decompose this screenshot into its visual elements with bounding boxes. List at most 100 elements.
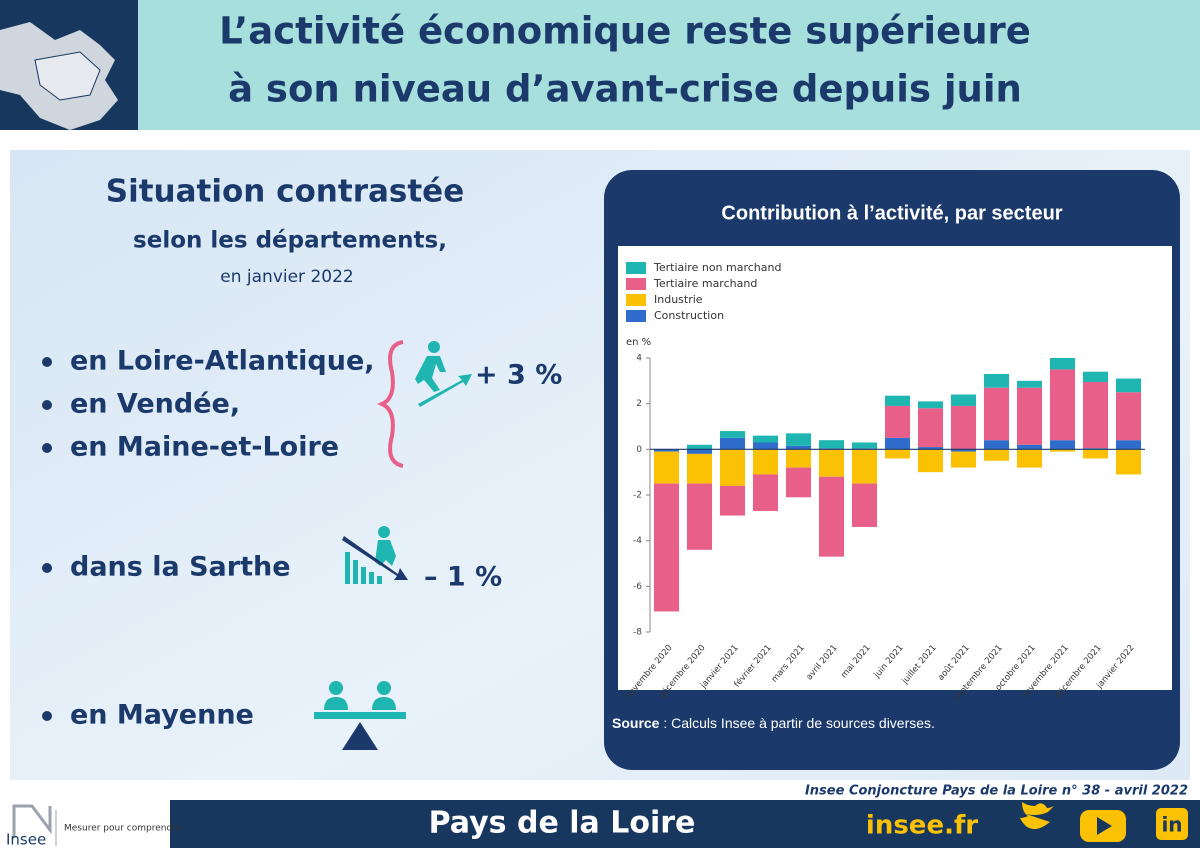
bar-segment (917, 401, 944, 409)
bar-segment (686, 444, 713, 450)
legend-label: Construction (654, 309, 724, 322)
chart-title: Contribution à l’activité, par secteur (721, 202, 1062, 224)
bullet (42, 563, 52, 573)
bar-segment (950, 449, 977, 452)
bar-segment (719, 449, 746, 486)
bar-segment (818, 476, 845, 557)
logo-mark (12, 804, 52, 838)
bar-segment (983, 449, 1010, 461)
bullet (42, 357, 52, 367)
department: en Mayenne (70, 700, 254, 731)
bar-segment (917, 449, 944, 473)
legend-label: Tertiaire marchand (653, 277, 757, 290)
bar-segment (1049, 449, 1076, 452)
bar-segment (752, 474, 779, 511)
youtube-play (1097, 817, 1112, 835)
bar-segment (719, 431, 746, 438)
bar-segment (785, 449, 812, 468)
bar-segment (1016, 380, 1043, 388)
heading: Situation contrastée (106, 174, 464, 210)
y-axis-label: en % (626, 337, 651, 348)
bullet (42, 400, 52, 410)
bar-segment (884, 449, 911, 459)
source-label: Source (612, 715, 660, 731)
bar-segment (653, 451, 680, 484)
y-tick-label: -4 (633, 536, 642, 546)
y-tick-label: -2 (633, 491, 642, 501)
bar-segment (752, 435, 779, 443)
bar-segment (752, 449, 779, 475)
bullet (42, 711, 52, 721)
down-icon (342, 526, 408, 584)
bar-segment (851, 483, 878, 527)
bar-segment (785, 445, 812, 450)
bar-segment (851, 442, 878, 449)
map-department (34, 51, 101, 101)
up-icon (415, 341, 472, 407)
linkedin-icon[interactable] (1156, 808, 1188, 840)
bar-segment (1115, 440, 1142, 450)
y-tick-label: 4 (636, 354, 642, 364)
bar-segment (653, 449, 680, 452)
source-text: : Calculs Insee à partir de sources dive… (659, 715, 934, 731)
department: dans la Sarthe (70, 552, 291, 583)
bar-segment (917, 408, 944, 448)
legend-label: Tertiaire non marchand (653, 261, 781, 274)
bar-segment (653, 483, 680, 612)
bar-segment (1016, 444, 1043, 450)
bar-segment (884, 395, 911, 406)
change-value: – 1 % (424, 562, 502, 593)
bar-segment (1115, 378, 1142, 393)
bar-segment (884, 437, 911, 450)
bar-segment (785, 467, 812, 498)
subheading: selon les départements, (133, 228, 447, 254)
bar-segment (1016, 387, 1043, 445)
y-tick-label: -8 (633, 628, 642, 638)
site-link[interactable]: insee.fr (866, 811, 978, 841)
bar-segment (818, 440, 845, 449)
region: Pays de la Loire (429, 806, 696, 841)
department: en Loire-Atlantique, (70, 346, 375, 377)
bullet (42, 443, 52, 453)
legend-swatch (626, 294, 646, 306)
legend-swatch (626, 262, 646, 274)
bar-segment (950, 451, 977, 468)
bar-segment (1049, 369, 1076, 441)
legend-swatch (626, 310, 646, 322)
title: à son niveau d’avant-crise depuis juin (228, 68, 1022, 111)
bar-segment (1082, 371, 1109, 382)
title: L’activité économique reste supérieure (219, 10, 1031, 53)
bar-segment (1082, 449, 1109, 459)
stable-icon (314, 681, 406, 750)
bar-segment (917, 447, 944, 450)
legend-swatch (626, 278, 646, 290)
bar-segment (983, 373, 1010, 388)
bar-segment (785, 433, 812, 446)
brace (376, 340, 404, 468)
date: en janvier 2022 (220, 267, 353, 287)
bar-segment (686, 453, 713, 484)
y-tick-label: -6 (633, 582, 642, 592)
bar-segment (686, 449, 713, 454)
bar-segment (950, 405, 977, 450)
bar-segment (719, 485, 746, 516)
department: en Vendée, (70, 389, 240, 420)
bar-segment (686, 483, 713, 550)
bar-segment (1115, 449, 1142, 475)
department: en Maine-et-Loire (70, 432, 339, 463)
y-tick-label: 2 (636, 399, 642, 409)
source: Source : Calculs Insee à partir de sourc… (612, 715, 935, 731)
bar-segment (719, 437, 746, 450)
bar-segment (1049, 440, 1076, 450)
publication: Insee Conjoncture Pays de la Loire n° 38… (805, 784, 1188, 799)
bar-segment (884, 405, 911, 438)
bar-segment (752, 442, 779, 450)
tagline: Mesurer pour comprendre (64, 824, 182, 834)
y-tick-label: 0 (636, 445, 642, 455)
bar-segment (818, 449, 845, 477)
twitter-icon[interactable] (1020, 802, 1054, 830)
banner (0, 0, 1200, 130)
bar-segment (1016, 449, 1043, 468)
change-value: + 3 % (475, 360, 562, 391)
